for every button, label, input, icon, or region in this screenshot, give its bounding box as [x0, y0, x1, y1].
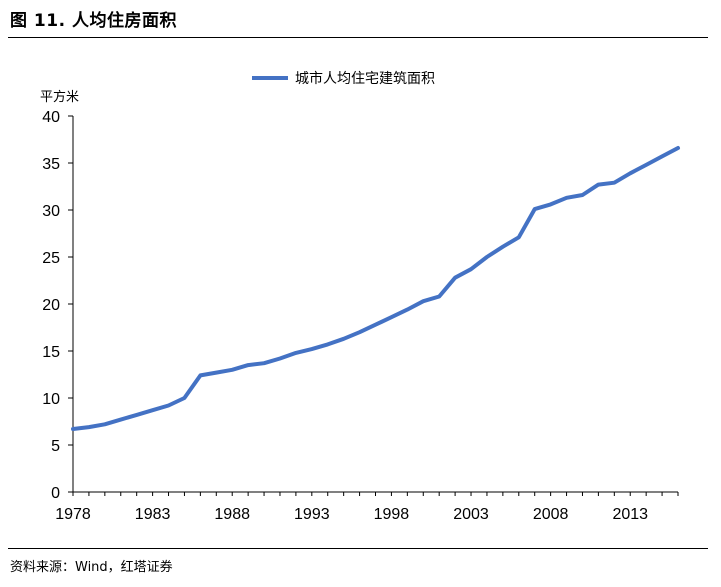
y-axis-unit-label: 平方米 — [40, 89, 79, 105]
x-tick-label: 1983 — [135, 506, 171, 523]
x-tick-label: 1988 — [214, 506, 250, 523]
figure-title: 图 11. 人均住房面积 — [10, 11, 177, 31]
source-note: 资料来源：Wind，红塔证券 — [10, 560, 173, 575]
x-tick-label: 1993 — [294, 506, 330, 523]
source-divider — [8, 548, 708, 549]
y-tick-label: 5 — [51, 438, 60, 455]
y-tick-label: 20 — [42, 297, 60, 314]
x-tick-label: 1978 — [55, 506, 91, 523]
x-tick-label: 2003 — [453, 506, 489, 523]
y-tick-label: 35 — [42, 156, 60, 173]
y-tick-label: 40 — [42, 109, 60, 126]
x-tick-label: 1998 — [374, 506, 410, 523]
title-divider — [8, 37, 708, 38]
y-tick-label: 25 — [42, 250, 60, 267]
y-tick-label: 15 — [42, 344, 60, 361]
y-tick-label: 0 — [51, 485, 60, 502]
series-line — [71, 146, 680, 431]
x-tick-label: 2013 — [612, 506, 648, 523]
x-tick-label: 2008 — [533, 506, 569, 523]
legend-label: 城市人均住宅建筑面积 — [295, 70, 435, 87]
y-tick-label: 30 — [42, 203, 60, 220]
y-tick-label: 10 — [42, 391, 60, 408]
